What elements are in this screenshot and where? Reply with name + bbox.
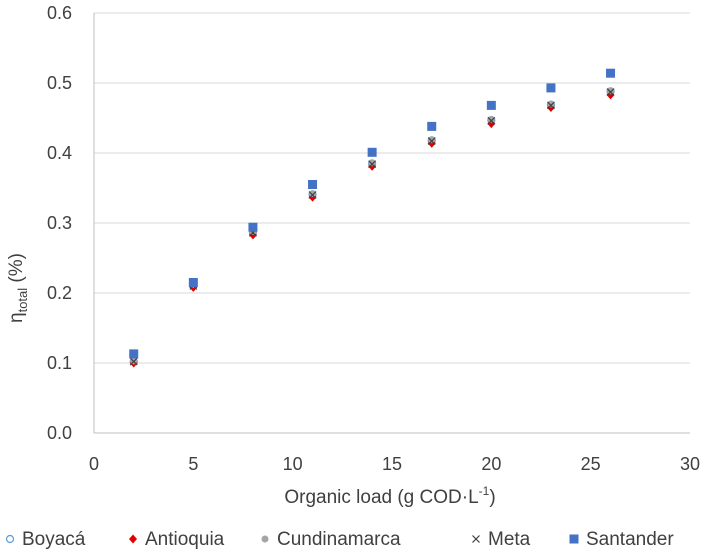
point-santander — [546, 83, 556, 93]
point-meta — [487, 116, 496, 125]
y-axis-title: ηtotal (%) — [6, 253, 30, 323]
point-meta — [368, 160, 377, 169]
legend-marker-cundinamarca — [261, 535, 269, 543]
legend-label: Antioquia — [145, 529, 225, 550]
point-cundinamarca — [368, 159, 376, 167]
legend: Boyacá Antioquia Cundinamarca Meta Santander — [5, 529, 674, 550]
point-cundinamarca — [487, 115, 495, 123]
point-meta — [606, 88, 615, 97]
point-santander — [486, 100, 496, 110]
point-santander — [427, 121, 437, 131]
x-tick-label: 5 — [188, 454, 198, 474]
x-tick-label: 0 — [89, 454, 99, 474]
point-santander — [248, 222, 258, 232]
gridlines — [94, 12, 690, 364]
legend-label: Boyacá — [22, 529, 86, 550]
x-tick-label: 20 — [481, 454, 501, 474]
y-tick-label: 0.3 — [47, 213, 72, 233]
y-tick-label: 0.2 — [47, 283, 72, 303]
point-meta — [308, 191, 317, 199]
legend-marker-meta — [472, 535, 480, 543]
legend-label: Santander — [586, 529, 674, 550]
point-santander — [188, 278, 198, 287]
data-points — [129, 68, 616, 368]
x-tick-label: 15 — [382, 454, 402, 474]
point-meta — [129, 357, 138, 366]
y-tick-label: 0.5 — [47, 73, 72, 93]
axes — [93, 13, 690, 434]
legend-item-cundinamarca: Cundinamarca — [261, 529, 401, 550]
legend-marker-santander — [569, 534, 579, 544]
x-tick-label: 25 — [581, 454, 601, 474]
legend-marker-boyac — [5, 534, 15, 544]
point-cundinamarca — [607, 87, 615, 95]
point-cundinamarca — [428, 136, 436, 144]
y-tick-labels: 0.0 0.1 0.2 0.3 0.4 0.5 0.6 — [47, 3, 72, 443]
x-tick-labels: 0 5 10 15 20 25 30 — [89, 454, 700, 474]
legend-label: Cundinamarca — [277, 529, 401, 550]
legend-item-antioquia: Antioquia — [129, 529, 225, 550]
x-tick-label: 30 — [680, 454, 700, 474]
legend-item-meta: Meta — [472, 529, 531, 550]
y-tick-label: 0.1 — [47, 353, 72, 373]
point-santander — [367, 147, 377, 157]
point-santander — [308, 180, 318, 189]
legend-marker-antioquia — [129, 534, 137, 544]
point-santander — [606, 68, 616, 78]
y-tick-label: 0.4 — [47, 143, 72, 163]
point-meta — [427, 137, 436, 146]
point-santander — [129, 349, 139, 359]
x-tick-label: 10 — [283, 454, 303, 474]
y-tick-label: 0.0 — [47, 423, 72, 443]
point-cundinamarca — [547, 100, 555, 108]
legend-item-santander: Santander — [569, 529, 674, 550]
y-tick-label: 0.6 — [47, 3, 72, 23]
point-cundinamarca — [309, 190, 317, 198]
legend-label: Meta — [488, 529, 531, 550]
legend-item-boyac: Boyacá — [5, 529, 86, 550]
point-meta — [547, 101, 555, 110]
x-axis-title: Organic load (g COD·L-1) — [284, 484, 495, 508]
